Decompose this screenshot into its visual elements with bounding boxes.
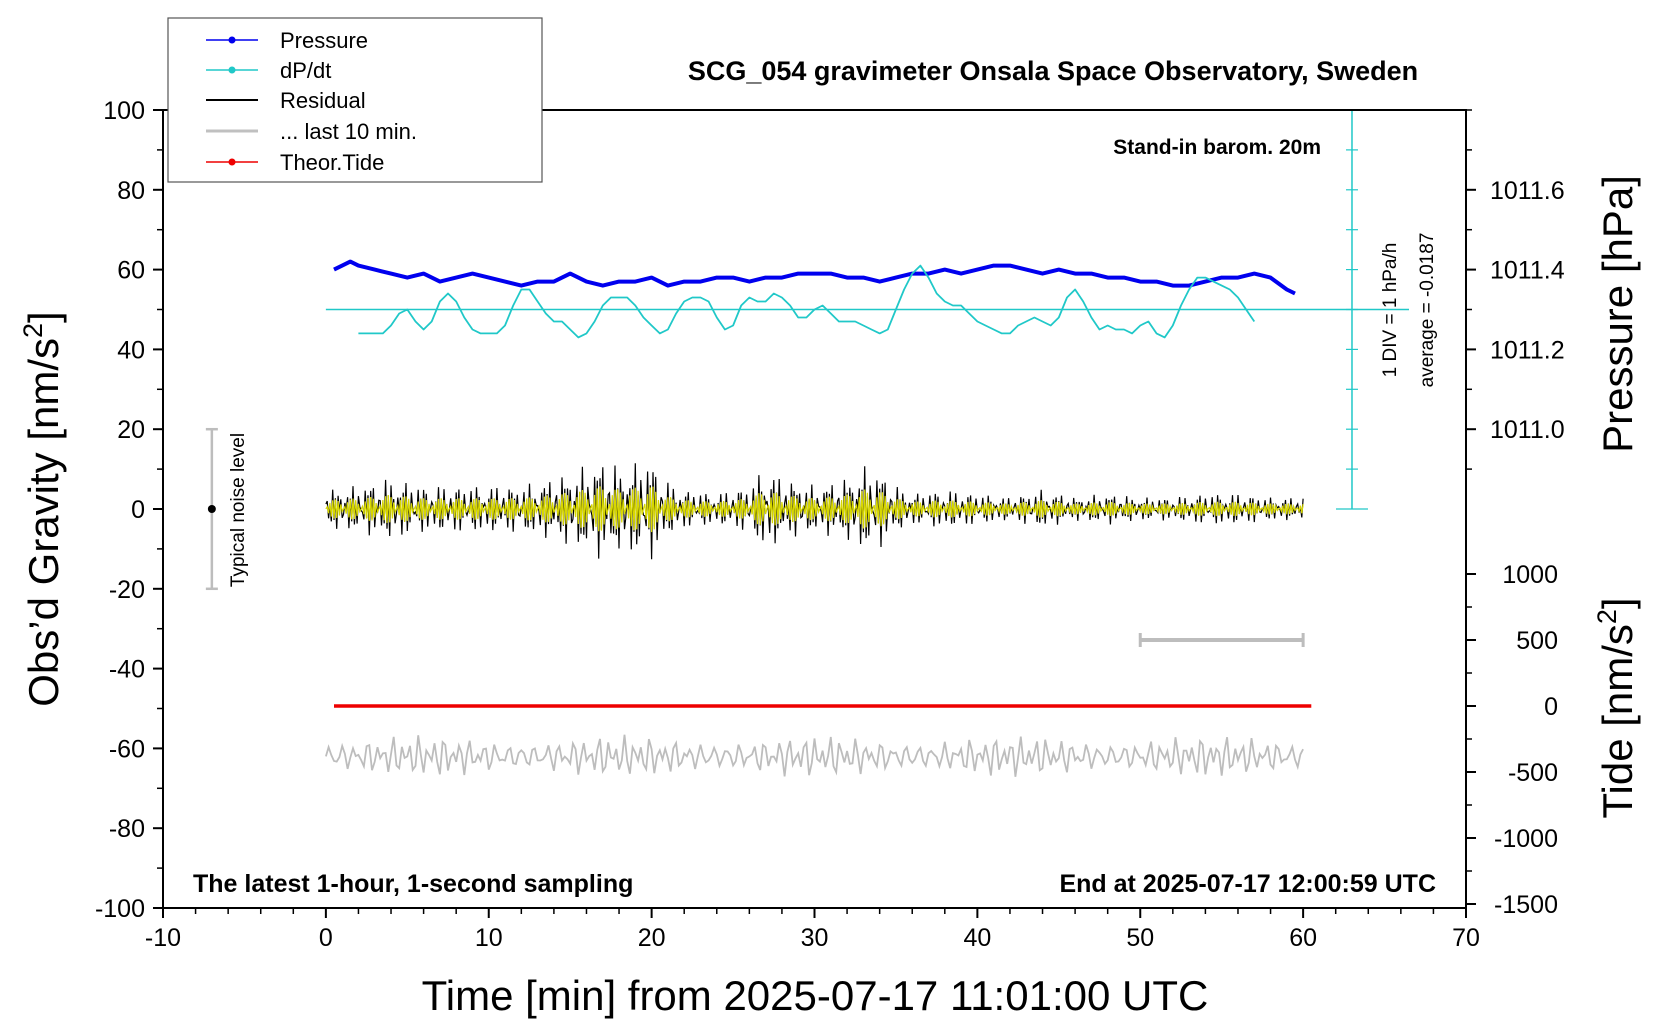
y-axis-label-left: Obs’d Gravity [nm/s2] <box>18 311 67 706</box>
pressure-line <box>333 259 1296 296</box>
x-tick-label: 10 <box>475 924 503 952</box>
y-tick-label: -100 <box>95 895 145 923</box>
y-tick-label: 20 <box>117 416 145 444</box>
legend-dpdt-label: dP/dt <box>280 58 331 83</box>
legend-pressure-marker <box>228 36 236 44</box>
y-tick-label: 100 <box>103 97 145 125</box>
tide-tick-label: -1000 <box>1494 825 1558 853</box>
y-axis-label-tide: Tide [nm/s2] <box>1592 597 1641 818</box>
x-tick-label: 60 <box>1289 924 1317 952</box>
legend-dpdt-marker <box>228 66 236 74</box>
y-axis-label-pressure: Pressure [hPa] <box>1594 175 1641 453</box>
pressure-tick-label: 1011.2 <box>1490 336 1565 364</box>
pressure-tick-label: 1011.4 <box>1490 257 1565 285</box>
pressure-tick-label: 1011.0 <box>1490 416 1565 444</box>
tide-tick-label: -1500 <box>1494 891 1558 919</box>
legend-tide-label: Theor.Tide <box>280 150 384 175</box>
x-tick-label: 0 <box>319 924 333 952</box>
end-time-note: End at 2025-07-17 12:00:59 UTC <box>1059 870 1436 898</box>
y-tick-label: -60 <box>109 735 145 763</box>
legend-tide-marker <box>228 158 236 166</box>
tide-tick-label: 0 <box>1544 693 1558 721</box>
y-tick-label: 0 <box>131 496 145 524</box>
legend: Pressure dP/dt Residual ... last 10 min.… <box>167 17 543 183</box>
y-tick-label: 80 <box>117 177 145 205</box>
tide-tick-label: 500 <box>1516 627 1558 655</box>
legend-residual-label: Residual <box>280 88 366 113</box>
dpdt-average-note: average = -0.0187 <box>1417 233 1438 388</box>
x-axis-label: Time [min] from 2025-07-17 11:01:00 UTC <box>422 972 1209 1019</box>
tide-tick-label: -500 <box>1508 759 1558 787</box>
y-tick-label: -20 <box>109 576 145 604</box>
x-tick-label: 40 <box>963 924 991 952</box>
last-10-min-line <box>325 734 1304 777</box>
barometer-note: Stand-in barom. 20m <box>1113 136 1321 159</box>
dpdt-line <box>358 264 1256 339</box>
pressure-tick-label: 1011.6 <box>1490 177 1565 205</box>
legend-pressure-label: Pressure <box>280 28 368 53</box>
x-tick-label: 70 <box>1452 924 1480 952</box>
legend-last10-label: ... last 10 min. <box>280 119 417 144</box>
x-tick-label: 20 <box>638 924 666 952</box>
x-tick-label: -10 <box>145 924 181 952</box>
x-tick-label: 50 <box>1126 924 1154 952</box>
residual-smoothed-line <box>325 486 1304 533</box>
x-tick-label: 30 <box>801 924 829 952</box>
y-tick-label: 60 <box>117 257 145 285</box>
chart-title: SCG_054 gravimeter Onsala Space Observat… <box>688 56 1418 86</box>
y-axis-label-left-sup: 2 <box>18 323 48 338</box>
y-tick-label: -40 <box>109 656 145 684</box>
sampling-note: The latest 1-hour, 1-second sampling <box>193 870 633 898</box>
y-tick-label: -80 <box>109 815 145 843</box>
noise-level-note: Typical noise level <box>228 433 249 587</box>
y-axis-label-tide-sup: 2 <box>1592 609 1622 624</box>
y-tick-label: 40 <box>117 336 145 364</box>
tide-tick-label: 1000 <box>1502 561 1558 589</box>
dpdt-scale-note: 1 DIV = 1 hPa/h <box>1380 243 1401 378</box>
noise-level-dot <box>207 505 216 513</box>
